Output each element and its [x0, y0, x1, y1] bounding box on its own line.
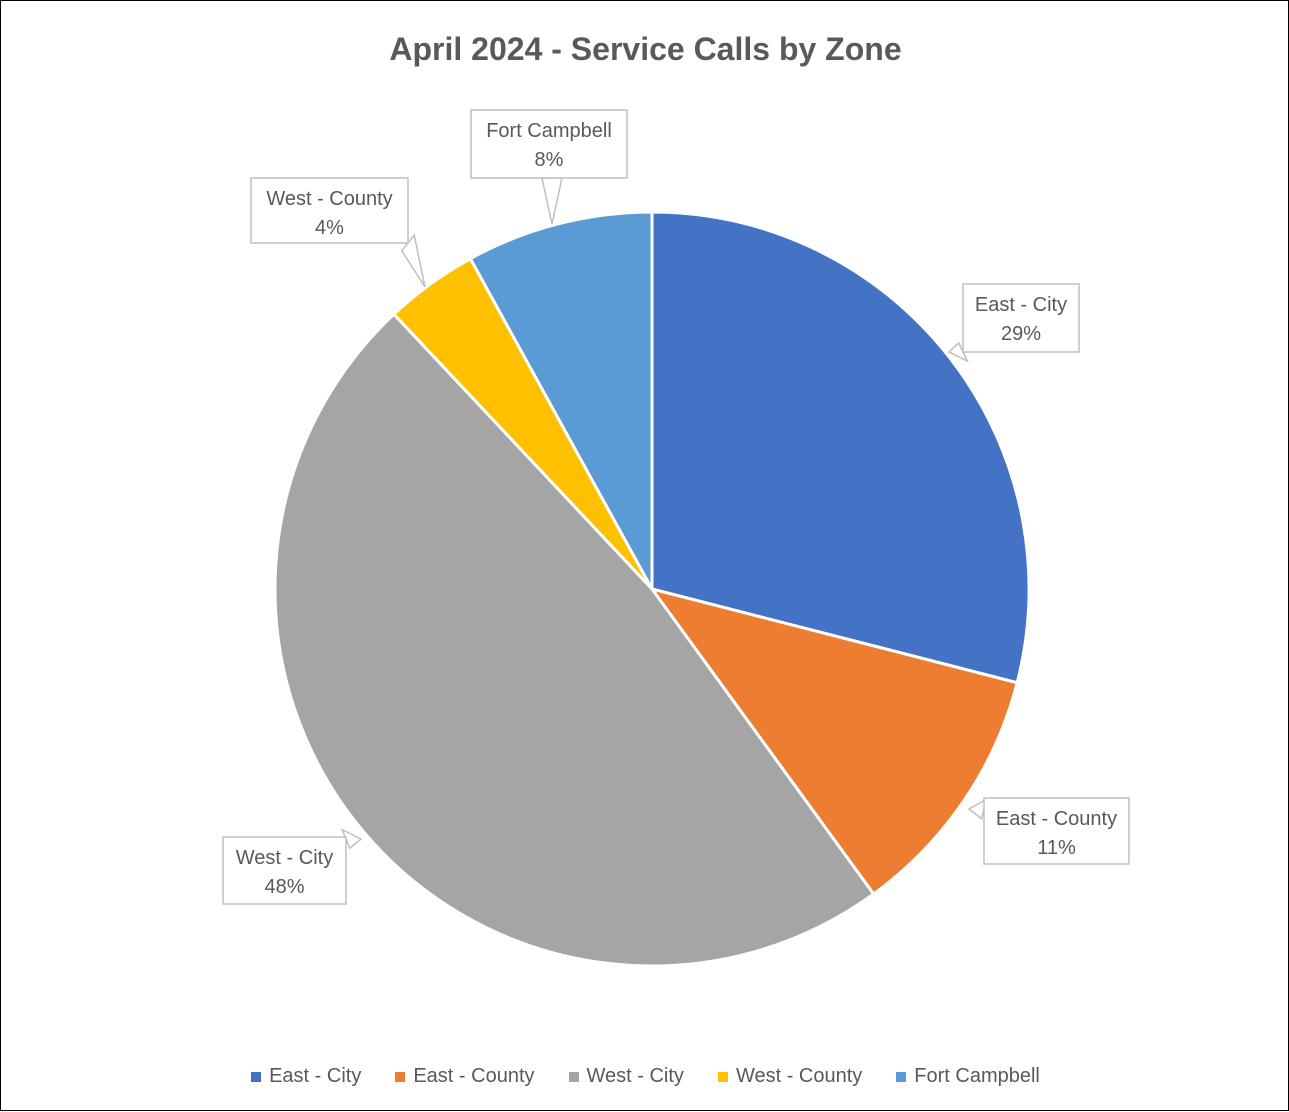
data-label-west-county: West - County 4% — [250, 177, 426, 288]
data-label-box — [470, 109, 628, 179]
data-label-box — [983, 797, 1130, 865]
legend-item-east-county: East - County — [395, 1065, 535, 1088]
data-label-category: East - City — [975, 294, 1067, 316]
legend-item-west-city: West - City — [568, 1065, 684, 1088]
legend-swatch — [717, 1071, 728, 1082]
legend-label: West - County — [735, 1065, 863, 1087]
legend-swatch — [251, 1071, 262, 1082]
pie-slice-east-county — [648, 586, 1019, 897]
legend-label: East - City — [269, 1065, 362, 1087]
data-label-value: 4% — [315, 217, 344, 239]
data-label-west-city: West - City 48% — [222, 828, 363, 905]
data-label-category: West - City — [236, 847, 333, 869]
data-label-value: 29% — [1001, 323, 1041, 345]
data-label-east-county: East - County 11% — [967, 797, 1130, 865]
legend-label: West - City — [586, 1065, 684, 1087]
data-label-value: 8% — [535, 149, 564, 171]
data-label-fort-campbell: Fort Campbell 8% — [470, 109, 628, 225]
pie-slice-west-city — [273, 312, 876, 968]
data-label-category: West - County — [266, 188, 392, 210]
legend-swatch — [896, 1071, 907, 1082]
legend-label: East - County — [413, 1065, 535, 1087]
data-label-value: 48% — [264, 876, 304, 898]
data-label-box — [222, 836, 347, 905]
pie-slice-fort-campbell — [468, 210, 654, 590]
leader-line — [541, 176, 563, 225]
data-label-east-city: East - City 29% — [947, 283, 1080, 363]
legend-item-east-city: East - City — [251, 1065, 361, 1088]
legend-swatch — [568, 1071, 579, 1082]
data-label-category: East - County — [996, 808, 1117, 830]
legend-item-west-county: West - County — [717, 1065, 863, 1088]
data-label-value: 11% — [1037, 837, 1076, 859]
data-label-box — [250, 177, 409, 244]
pie-slice-east-city — [650, 210, 1031, 685]
legend-swatch — [395, 1071, 406, 1082]
legend-label: Fort Campbell — [914, 1065, 1040, 1087]
data-label-box — [962, 283, 1080, 353]
legend-item-fort-campbell: Fort Campbell — [896, 1065, 1040, 1088]
legend: East - City East - County West - City West … — [1, 1065, 1289, 1088]
data-label-category: Fort Campbell — [486, 120, 612, 142]
chart-title: April 2024 - Service Calls by Zone — [389, 31, 902, 67]
